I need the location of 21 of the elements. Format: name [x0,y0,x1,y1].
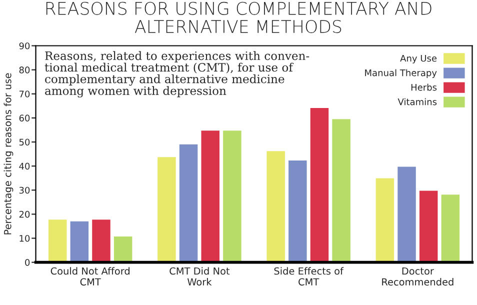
y-tick-label: 20 [19,210,30,218]
y-tick-label: 40 [19,162,30,170]
legend-label: Vitamins [398,98,437,106]
y-axis-title: Percentage citing reasons for use [4,73,14,234]
legend-label: Any Use [400,54,437,64]
x-tick-label: CMT Did Not Work [170,267,230,286]
y-tick-label: 10 [20,234,30,242]
y-tick-label: 70 [19,90,30,98]
y-tick-label: 50 [19,138,30,146]
annotation: Reasons, related to experiences with conven- tional medical treatment (CMT), for use of complementary and alternative medicine among women with depression [44,51,310,98]
y-tick-label: 60 [19,114,30,122]
chart-title: REASONS FOR USING COMPLEMENTARY AND ALTERNATIVE METHODS [46,2,432,34]
x-tick-label: Could Not Afford CMT [50,267,130,286]
legend-label: Manual Therapy [365,69,437,78]
x-tick-label: Doctor Recommended [382,267,454,286]
x-tick-label: Side Effects of CMT [274,267,344,286]
legend-label: Herbs [411,84,437,91]
y-tick-label: 30 [19,186,30,194]
y-tick-label: 0 [25,259,30,266]
y-tick-label: 90 [19,42,30,50]
y-tick-label: 80 [19,66,30,74]
